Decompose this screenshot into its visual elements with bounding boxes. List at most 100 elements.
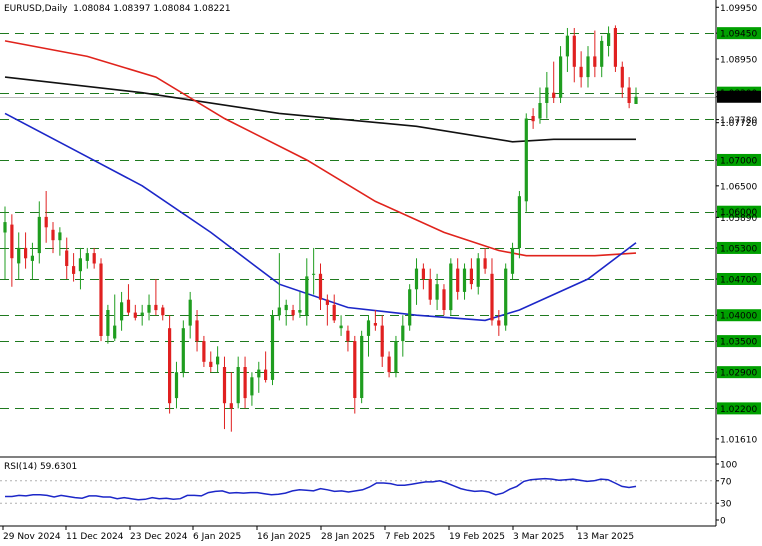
level-label: 1.02900 [720,369,757,379]
candle-body [325,299,329,305]
symbol-label: EURUSD,Daily [4,4,68,14]
candle-body [607,33,611,46]
candle-body [449,263,453,311]
candle-body [250,377,254,396]
candle-body [401,325,405,342]
candle-body [168,328,172,404]
rsi-line [5,477,637,501]
level-label-box [717,402,761,415]
candle-body [298,310,302,313]
candle-body [92,253,96,264]
candle-body [510,247,515,274]
candle-body [586,56,590,78]
candle-body [120,302,124,321]
candle-body [600,40,604,67]
candle-body [174,372,179,399]
candle-body [202,341,206,362]
candle-body [195,320,199,342]
current-price-box [717,90,761,103]
candle-body [58,232,62,241]
candle-body [517,196,521,248]
date-label: 23 Dec 2024 [130,532,188,542]
candle-body [154,304,158,311]
candle-body [504,268,508,326]
level-label: 1.05300 [720,244,757,254]
candlesticks [3,25,638,432]
price-tick-label: 1.07720 [720,119,757,129]
date-label: 13 Mar 2025 [577,532,634,542]
candle-body [476,258,480,287]
candle-body [462,268,467,292]
candle-body [181,328,185,373]
candle-body [37,216,41,254]
candle-body [51,229,55,241]
moving-averages [4,40,637,322]
candle-body [106,310,110,336]
candle-body [312,273,316,275]
candle-body [456,268,460,292]
price-tick-label: 1.06500 [720,182,757,192]
level-label: 1.04000 [720,312,757,322]
candle-body [572,35,576,67]
candle-body [360,335,364,398]
rsi-label: RSI(14) 59.6301 [4,462,78,472]
candle-body [10,224,14,259]
candle-body [620,66,624,88]
candle-body [284,304,288,311]
candle-body [236,367,240,404]
candle-body [161,307,165,316]
candle-body [147,304,151,313]
candle-body [353,341,357,398]
candle-body [579,66,583,78]
candle-body [490,273,494,321]
candle-body [565,35,569,57]
candle-body [613,28,617,67]
date-label: 11 Dec 2024 [66,532,124,542]
candle-body [188,299,192,326]
candle-body [209,361,213,367]
candle-body [216,356,220,365]
rsi-tick-label: 100 [720,461,737,471]
candle-body [3,222,7,233]
date-axis: 29 Nov 2024 11 Dec 2024 23 Dec 2024 6 Jan 2… [2,526,634,542]
date-label: 19 Feb 2025 [449,532,505,542]
candle-body [366,320,371,336]
level-label-box [717,366,761,379]
candle-body [30,255,34,261]
ma-fast-line [4,112,637,322]
candle-body [318,273,323,300]
candle-body [257,369,261,378]
candle-body [243,367,247,399]
close-value: 1.08221 [193,4,231,14]
level-label-box [717,27,761,40]
candle-body [552,92,556,98]
date-label: 16 Jan 2025 [257,532,311,542]
candle-body [140,312,144,316]
price-level-lines [0,33,716,409]
candle-body [538,103,542,119]
price-tick-label: 1.01610 [720,435,757,445]
price-tick-label: 1.08950 [720,56,757,66]
level-label: 1.06000 [720,208,757,218]
candle-body [421,268,425,279]
candle-body [264,369,268,380]
candle-body [497,320,501,326]
candle-body [78,258,82,272]
price-tick-label: 1.05890 [720,214,757,224]
date-label: 6 Jan 2025 [193,532,241,542]
candle-body [524,118,528,202]
candle-body [277,307,281,316]
candle-body [627,87,631,103]
candle-body [428,279,432,300]
candle-body [65,250,69,266]
rsi-tick-label: 30 [720,500,732,510]
open-value: 1.08084 [73,4,111,14]
candle-body [332,304,336,321]
price-tick-label: 1.09950 [720,4,757,14]
high-value: 1.08397 [113,4,151,14]
current-price-label: 1.08221 [720,93,757,103]
candle-body [380,325,384,357]
level-label: 1.09450 [720,30,757,40]
candle-body [291,310,295,316]
